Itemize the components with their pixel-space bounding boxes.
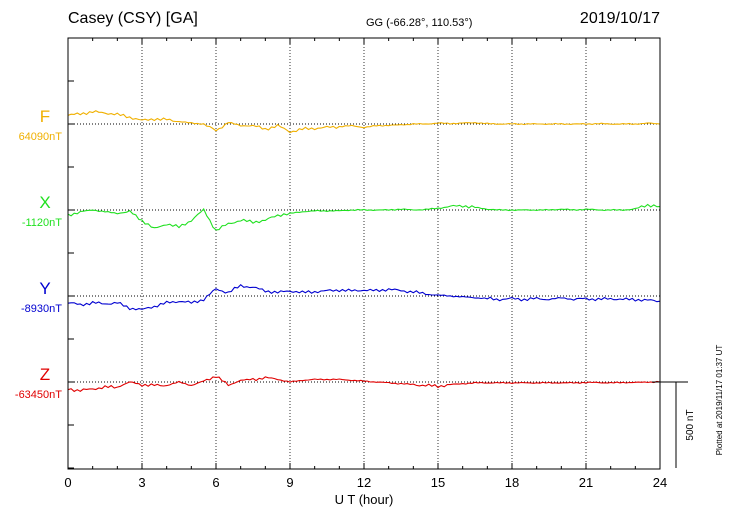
x-axis-label: U T (hour) xyxy=(335,492,394,507)
x-tick-label: 3 xyxy=(138,475,145,490)
series-line-z xyxy=(67,376,661,393)
x-tick-label: 24 xyxy=(653,475,667,490)
x-tick-label: 6 xyxy=(212,475,219,490)
series-label-z: Z xyxy=(40,365,50,384)
x-tick-label: 12 xyxy=(357,475,371,490)
baseline-value-z: -63450nT xyxy=(15,389,62,401)
baseline-value-x: -1120nT xyxy=(22,217,62,229)
grid-lines xyxy=(68,38,660,469)
station-title: Casey (CSY) [GA] xyxy=(68,10,198,27)
series-lines xyxy=(67,110,661,393)
x-tick-label: 15 xyxy=(431,475,445,490)
plotted-note: Plotted at 2019/11/17 01:37 UT xyxy=(715,345,724,456)
series-label-y: Y xyxy=(39,279,50,298)
x-tick-label: 0 xyxy=(64,475,71,490)
series-line-f xyxy=(67,110,661,134)
series-label-f: F xyxy=(40,107,50,126)
x-tick-label: 18 xyxy=(505,475,519,490)
axis-ticks xyxy=(67,38,661,469)
geographic-coordinates: GG (-66.28°, 110.53°) xyxy=(366,17,473,29)
series-label-x: X xyxy=(39,193,50,212)
scale-bar-label: 500 nT xyxy=(685,409,696,440)
series-line-x xyxy=(67,203,661,231)
x-tick-label: 21 xyxy=(579,475,593,490)
chart-date: 2019/10/17 xyxy=(579,10,660,27)
series-line-y xyxy=(67,283,661,311)
baseline-value-f: 64090nT xyxy=(19,131,63,143)
axis-labels: 0 3 6 9 12 15 18 21 24 F 64090nT X -1120nT Y -8930nT Z -… xyxy=(15,107,667,490)
scale-bar: 500 nT xyxy=(652,381,696,468)
x-tick-label: 9 xyxy=(286,475,293,490)
baseline-value-y: -8930nT xyxy=(21,303,62,315)
